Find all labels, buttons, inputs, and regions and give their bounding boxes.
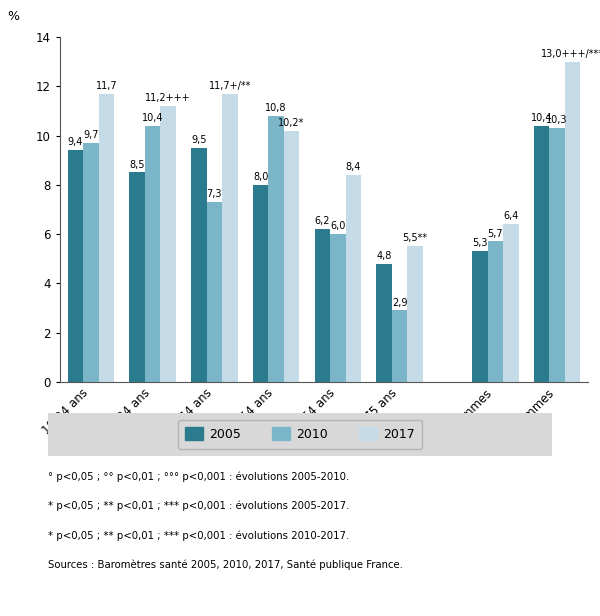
Text: 8,0: 8,0 <box>253 172 268 182</box>
Bar <box>407 246 423 382</box>
Text: ° p<0,05 ; °° p<0,01 ; °°° p<0,001 : évolutions 2005-2010.: ° p<0,05 ; °° p<0,01 ; °°° p<0,001 : évo… <box>48 471 349 482</box>
Bar <box>98 94 114 382</box>
Bar <box>550 128 565 382</box>
Text: 4,8: 4,8 <box>377 251 392 261</box>
Bar <box>330 234 346 382</box>
Bar <box>472 251 488 382</box>
Text: 10,2*: 10,2* <box>278 118 305 128</box>
Bar <box>488 241 503 382</box>
Text: 6,2: 6,2 <box>315 216 330 226</box>
Bar <box>130 172 145 382</box>
Bar <box>83 143 98 382</box>
Bar <box>376 264 392 382</box>
Text: 9,5: 9,5 <box>191 135 206 145</box>
Text: 8,5: 8,5 <box>130 160 145 169</box>
Text: 10,4: 10,4 <box>142 113 163 123</box>
Text: 6,0: 6,0 <box>330 221 346 231</box>
Bar <box>222 94 238 382</box>
Bar <box>565 62 580 382</box>
Text: 10,8: 10,8 <box>265 103 287 113</box>
Text: 5,5**: 5,5** <box>403 233 428 243</box>
Text: Sources : Baromètres santé 2005, 2010, 2017, Santé publique France.: Sources : Baromètres santé 2005, 2010, 2… <box>48 560 403 570</box>
Bar <box>268 116 284 382</box>
Text: 5,3: 5,3 <box>472 238 488 248</box>
Text: * p<0,05 ; ** p<0,01 ; *** p<0,001 : évolutions 2005-2017.: * p<0,05 ; ** p<0,01 ; *** p<0,001 : évo… <box>48 501 349 511</box>
Text: 7,3: 7,3 <box>206 189 222 199</box>
Bar <box>534 126 550 382</box>
Bar <box>68 150 83 382</box>
Text: 9,4: 9,4 <box>68 137 83 147</box>
Bar <box>160 106 176 382</box>
Text: 10,3: 10,3 <box>547 115 568 125</box>
Text: 8,4: 8,4 <box>346 162 361 172</box>
Legend: 2005, 2010, 2017: 2005, 2010, 2017 <box>178 420 422 448</box>
Bar <box>392 310 407 382</box>
Text: 10,4: 10,4 <box>531 113 553 123</box>
Text: 11,2+++: 11,2+++ <box>145 93 191 103</box>
Text: 2,9: 2,9 <box>392 298 407 307</box>
Text: 11,7+/**: 11,7+/** <box>209 81 251 91</box>
Bar <box>253 185 268 382</box>
Text: 5,7: 5,7 <box>488 229 503 238</box>
Text: * p<0,05 ; ** p<0,01 ; *** p<0,001 : évolutions 2010-2017.: * p<0,05 ; ** p<0,01 ; *** p<0,001 : évo… <box>48 530 349 541</box>
Bar <box>503 224 518 382</box>
Bar <box>346 175 361 382</box>
Bar <box>284 131 299 382</box>
Text: 11,7: 11,7 <box>95 81 117 91</box>
Bar <box>206 202 222 382</box>
Bar <box>315 229 330 382</box>
Text: 6,4: 6,4 <box>503 211 518 221</box>
Text: 9,7: 9,7 <box>83 130 98 140</box>
Bar <box>191 148 206 382</box>
Text: %: % <box>7 10 19 23</box>
Text: 13,0+++/***: 13,0+++/*** <box>541 49 600 59</box>
Bar <box>145 126 160 382</box>
